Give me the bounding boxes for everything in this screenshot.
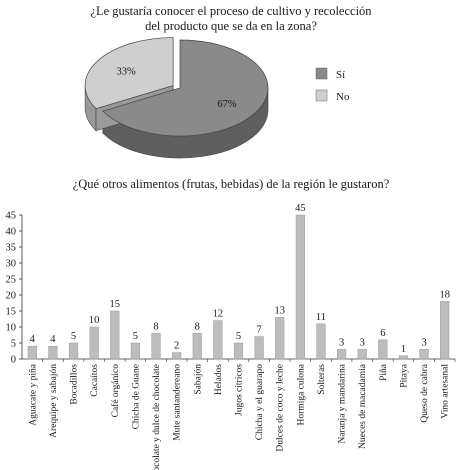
legend-swatch-no (315, 89, 328, 102)
bar (68, 342, 79, 360)
bar (337, 349, 347, 360)
bar-value-label: 10 (89, 315, 100, 326)
bar-value-label: 3 (421, 337, 426, 348)
bar (275, 317, 285, 360)
x-category-label: Chocolate y dulce de chocolate (152, 364, 162, 470)
bar (440, 301, 450, 360)
bar (378, 339, 388, 360)
bar-value-label: 3 (360, 337, 365, 348)
bar (254, 336, 264, 360)
x-category-label: Nueces de macadamia (358, 363, 368, 449)
bar-value-label: 8 (195, 321, 200, 332)
y-tick-label: 40 (6, 227, 17, 238)
bar (357, 349, 367, 360)
pie-slice-label: 67% (217, 99, 237, 110)
x-category-label: Piña (379, 363, 389, 381)
bar (419, 349, 429, 360)
bar-value-label: 15 (110, 299, 121, 310)
x-category-label: Sabajón (193, 364, 203, 395)
bar (172, 352, 182, 360)
bar-value-label: 4 (30, 334, 36, 345)
bar (233, 342, 244, 360)
x-category-label: Vino artesanal (441, 364, 451, 419)
bar (89, 326, 99, 360)
legend-swatch-si (315, 67, 328, 80)
y-tick-label: 35 (6, 243, 17, 254)
bar (151, 333, 161, 360)
x-category-label: Cacaítos (90, 364, 100, 397)
bar-value-label: 6 (380, 328, 385, 339)
x-category-label: Pitaya (399, 363, 409, 388)
bar-value-label: 45 (295, 203, 306, 214)
x-category-label: Naranja y mandarina (338, 363, 348, 443)
bar-value-label: 5 (133, 331, 138, 342)
y-tick-label: 20 (6, 291, 17, 302)
bar-value-label: 5 (236, 331, 241, 342)
x-category-label: Jugos cítricos (235, 364, 245, 416)
bar (27, 345, 37, 360)
x-category-label: Mute santandereano (173, 364, 183, 441)
y-tick-label: 0 (11, 355, 16, 366)
bar-value-label: 18 (439, 289, 450, 300)
pie-slice-no (84, 37, 174, 110)
legend-label-si: Sí (336, 69, 345, 81)
bar (130, 342, 140, 360)
y-tick-label: 5 (11, 339, 16, 350)
bar-chart-title: ¿Qué otros alimentos (frutas, bebidas) d… (72, 177, 390, 191)
x-category-label: Chicha de Guane (131, 364, 141, 429)
bar (192, 333, 202, 360)
pie-title-line-1: ¿Le gustaría conocer el proceso de culti… (90, 4, 372, 18)
bar (398, 355, 409, 360)
bar-value-label: 3 (339, 337, 344, 348)
x-category-label: Café orgánico (110, 364, 121, 418)
bar (295, 214, 305, 360)
bar-value-label: 13 (274, 305, 285, 316)
y-tick-label: 15 (6, 307, 17, 318)
y-tick-label: 30 (6, 259, 17, 270)
bar-value-label: 5 (71, 331, 76, 342)
bar-value-label: 1 (401, 344, 406, 355)
bar (110, 310, 120, 360)
legend-label-no: No (336, 91, 350, 103)
x-category-label: Bocadillos (70, 364, 80, 405)
x-category-label: Hormiga culona (296, 363, 306, 425)
bar-value-label: 4 (50, 334, 56, 345)
bar (316, 323, 326, 360)
pie-chart: 67% 33% Sí No (84, 37, 350, 159)
bar-value-label: 2 (174, 341, 179, 352)
x-category-label: Solteras (317, 364, 327, 395)
x-category-label: Dulces de coco y leche (276, 364, 286, 452)
bar (213, 320, 223, 360)
x-category-label: Chicha y el guarapo (255, 364, 265, 440)
bar (48, 345, 58, 360)
pie-slice-label: 33% (117, 66, 137, 77)
y-tick-label: 25 (6, 275, 17, 286)
y-tick-label: 45 (6, 211, 17, 222)
x-category-label: Aguacate y piña (28, 363, 38, 426)
x-category-label: Arequipe y sabajón (49, 364, 59, 438)
bar-value-label: 12 (213, 309, 224, 320)
bar-value-label: 7 (256, 325, 261, 336)
pie-slice-si (102, 39, 269, 137)
y-tick-label: 10 (6, 323, 17, 334)
pie-title-line-2: del producto que se da en la zona? (145, 19, 317, 33)
bar-value-label: 11 (316, 312, 326, 323)
x-category-label: Helados (214, 364, 224, 395)
bar-value-label: 8 (153, 321, 158, 332)
x-category-label: Queso de cabra (420, 363, 430, 422)
pie-chart-title: ¿Le gustaría conocer el proceso de culti… (0, 4, 462, 34)
